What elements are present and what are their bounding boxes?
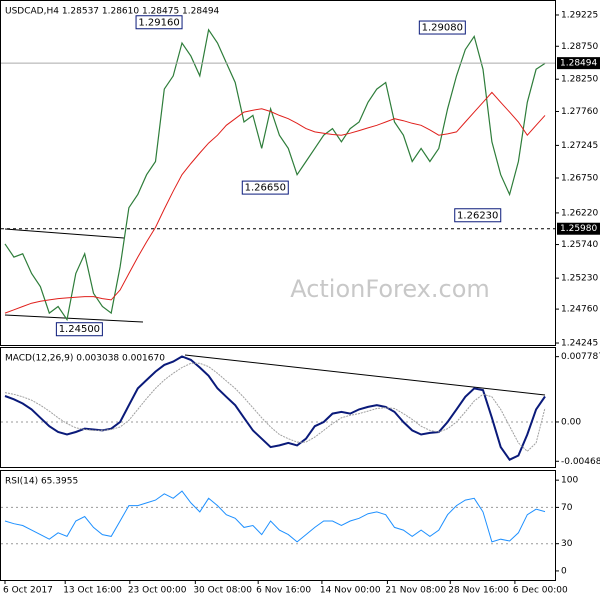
y-tick-label: 1.25230 (561, 274, 598, 284)
series-line (4, 490, 546, 543)
trendline (184, 354, 546, 396)
x-tick-label: 21 Nov 08:00 (385, 586, 446, 596)
annotation-box (135, 15, 183, 30)
price-label-box (557, 57, 600, 70)
y-tick-label: 1.27245 (561, 141, 598, 151)
annotation-label: 1.29160 (138, 17, 179, 28)
y-tick-label: 100 (561, 476, 578, 486)
x-tick-label: 23 Oct 00:00 (128, 586, 187, 596)
y-tick-label: 1.24760 (561, 305, 598, 315)
panel-frame (0, 470, 556, 581)
y-tick-label: 1.28250 (561, 75, 598, 85)
series-line (4, 91, 546, 314)
annotation-label: 1.24500 (59, 324, 100, 335)
x-tick-label: 13 Oct 16:00 (63, 586, 122, 596)
series-line (4, 362, 546, 452)
y-tick-label: 1.28750 (561, 42, 598, 52)
trendline (4, 314, 144, 323)
y-tick-label: 0.00 (561, 417, 581, 427)
x-tick-label: 28 Nov 16:00 (448, 586, 509, 596)
price-label: 1.25980 (560, 224, 597, 234)
annotation-label: 1.29080 (422, 23, 463, 34)
series-line (4, 28, 546, 322)
y-tick-label: 0 (561, 566, 567, 576)
x-tick-label: 6 Oct 2017 (3, 586, 53, 596)
y-tick-label: 1.29225 (561, 10, 598, 20)
y-tick-label: 0.007787 (561, 352, 600, 362)
annotation-box (55, 322, 103, 337)
panel-frame (0, 0, 556, 346)
y-tick-label: -0.004688 (561, 457, 600, 467)
trendline (4, 228, 125, 239)
y-tick-label: 1.24245 (561, 339, 598, 349)
annotation-box (454, 208, 502, 223)
annotation-label: 1.26650 (245, 183, 286, 194)
annotation-label: 1.26230 (457, 210, 498, 221)
x-tick-label: 6 Dec 00:00 (513, 586, 568, 596)
panel-title: RSI(14) 65.3955 (5, 477, 78, 487)
y-tick-label: 1.25740 (561, 240, 598, 250)
x-tick-label: 6 Nov 16:00 (256, 586, 311, 596)
panel-frame (0, 347, 556, 468)
watermark: ActionForex.com (290, 275, 490, 303)
y-tick-label: 1.27760 (561, 107, 598, 117)
panel-title: USDCAD,H4 1.28537 1.28610 1.28475 1.2849… (5, 7, 220, 17)
panel-title: MACD(12,26,9) 0.003038 0.001670 (5, 354, 165, 364)
y-tick-label: 1.26220 (561, 208, 598, 218)
x-tick-label: 14 Nov 00:00 (320, 586, 381, 596)
x-tick-label: 30 Oct 08:00 (193, 586, 252, 596)
price-label-box (557, 222, 600, 235)
series-line (4, 355, 546, 461)
y-tick-label: 1.26750 (561, 174, 598, 184)
price-label: 1.28494 (560, 59, 597, 69)
annotation-box (418, 20, 466, 35)
y-tick-label: 70 (561, 503, 573, 513)
annotation-box (241, 180, 289, 195)
y-tick-label: 30 (561, 539, 573, 549)
